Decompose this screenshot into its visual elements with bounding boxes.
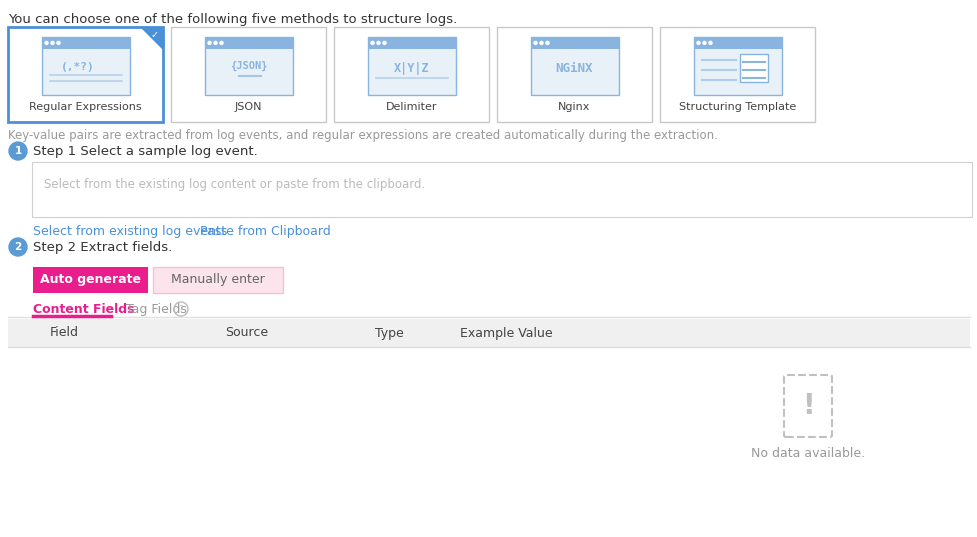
Text: Step 1 Select a sample log event.: Step 1 Select a sample log event. — [33, 144, 258, 157]
Circle shape — [208, 41, 211, 45]
Text: Regular Expressions: Regular Expressions — [29, 102, 142, 112]
FancyBboxPatch shape — [152, 267, 282, 293]
Circle shape — [9, 238, 27, 256]
Circle shape — [702, 41, 705, 45]
Text: Key-value pairs are extracted from log events, and regular expressions are creat: Key-value pairs are extracted from log e… — [8, 129, 717, 142]
Circle shape — [9, 142, 27, 160]
Text: No data available.: No data available. — [750, 447, 865, 460]
Text: Step 2 Extract fields.: Step 2 Extract fields. — [33, 241, 172, 253]
FancyBboxPatch shape — [8, 27, 163, 122]
FancyBboxPatch shape — [739, 54, 767, 82]
Text: You can choose one of the following five methods to structure logs.: You can choose one of the following five… — [8, 13, 457, 26]
FancyBboxPatch shape — [367, 37, 455, 49]
FancyBboxPatch shape — [496, 27, 652, 122]
FancyBboxPatch shape — [693, 37, 781, 49]
Circle shape — [533, 41, 536, 45]
Circle shape — [376, 41, 380, 45]
Circle shape — [51, 41, 54, 45]
Text: Nginx: Nginx — [558, 102, 590, 112]
FancyBboxPatch shape — [530, 37, 617, 49]
FancyBboxPatch shape — [204, 37, 292, 95]
Circle shape — [220, 41, 223, 45]
FancyBboxPatch shape — [171, 27, 325, 122]
Text: NGiNX: NGiNX — [555, 62, 593, 75]
FancyBboxPatch shape — [659, 27, 814, 122]
Text: !: ! — [801, 392, 814, 420]
FancyBboxPatch shape — [784, 375, 831, 437]
Text: Paste from Clipboard: Paste from Clipboard — [199, 225, 330, 238]
FancyBboxPatch shape — [41, 37, 129, 49]
Circle shape — [697, 41, 700, 45]
Circle shape — [545, 41, 548, 45]
Text: 1: 1 — [15, 146, 21, 156]
Text: Tag Fields: Tag Fields — [126, 303, 187, 316]
Text: Delimiter: Delimiter — [385, 102, 437, 112]
Circle shape — [383, 41, 386, 45]
Text: Content Fields: Content Fields — [33, 303, 135, 316]
Text: Example Value: Example Value — [459, 326, 552, 339]
Text: Type: Type — [374, 326, 404, 339]
FancyBboxPatch shape — [334, 27, 488, 122]
Text: ✓: ✓ — [150, 30, 159, 40]
Text: Select from existing log events: Select from existing log events — [33, 225, 227, 238]
Circle shape — [45, 41, 48, 45]
Text: 2: 2 — [15, 242, 21, 252]
Text: Field: Field — [50, 326, 79, 339]
FancyBboxPatch shape — [204, 37, 292, 49]
FancyBboxPatch shape — [41, 37, 129, 95]
FancyBboxPatch shape — [33, 267, 148, 293]
Text: Structuring Template: Structuring Template — [678, 102, 795, 112]
Circle shape — [57, 41, 60, 45]
FancyBboxPatch shape — [693, 37, 781, 95]
Text: Select from the existing log content or paste from the clipboard.: Select from the existing log content or … — [44, 178, 425, 191]
FancyBboxPatch shape — [530, 37, 617, 95]
Text: (,*?): (,*?) — [61, 62, 94, 72]
FancyBboxPatch shape — [32, 162, 971, 217]
Polygon shape — [141, 27, 163, 49]
Text: Manually enter: Manually enter — [171, 273, 265, 287]
Text: Source: Source — [225, 326, 268, 339]
Text: JSON: JSON — [234, 102, 262, 112]
Text: Auto generate: Auto generate — [39, 273, 141, 287]
Text: ?: ? — [179, 304, 184, 314]
Text: {JSON}: {JSON} — [230, 61, 267, 71]
FancyBboxPatch shape — [8, 319, 969, 347]
Circle shape — [708, 41, 711, 45]
FancyBboxPatch shape — [367, 37, 455, 95]
Text: X|Y|Z: X|Y|Z — [394, 62, 429, 75]
Circle shape — [370, 41, 373, 45]
Circle shape — [214, 41, 217, 45]
Circle shape — [539, 41, 542, 45]
